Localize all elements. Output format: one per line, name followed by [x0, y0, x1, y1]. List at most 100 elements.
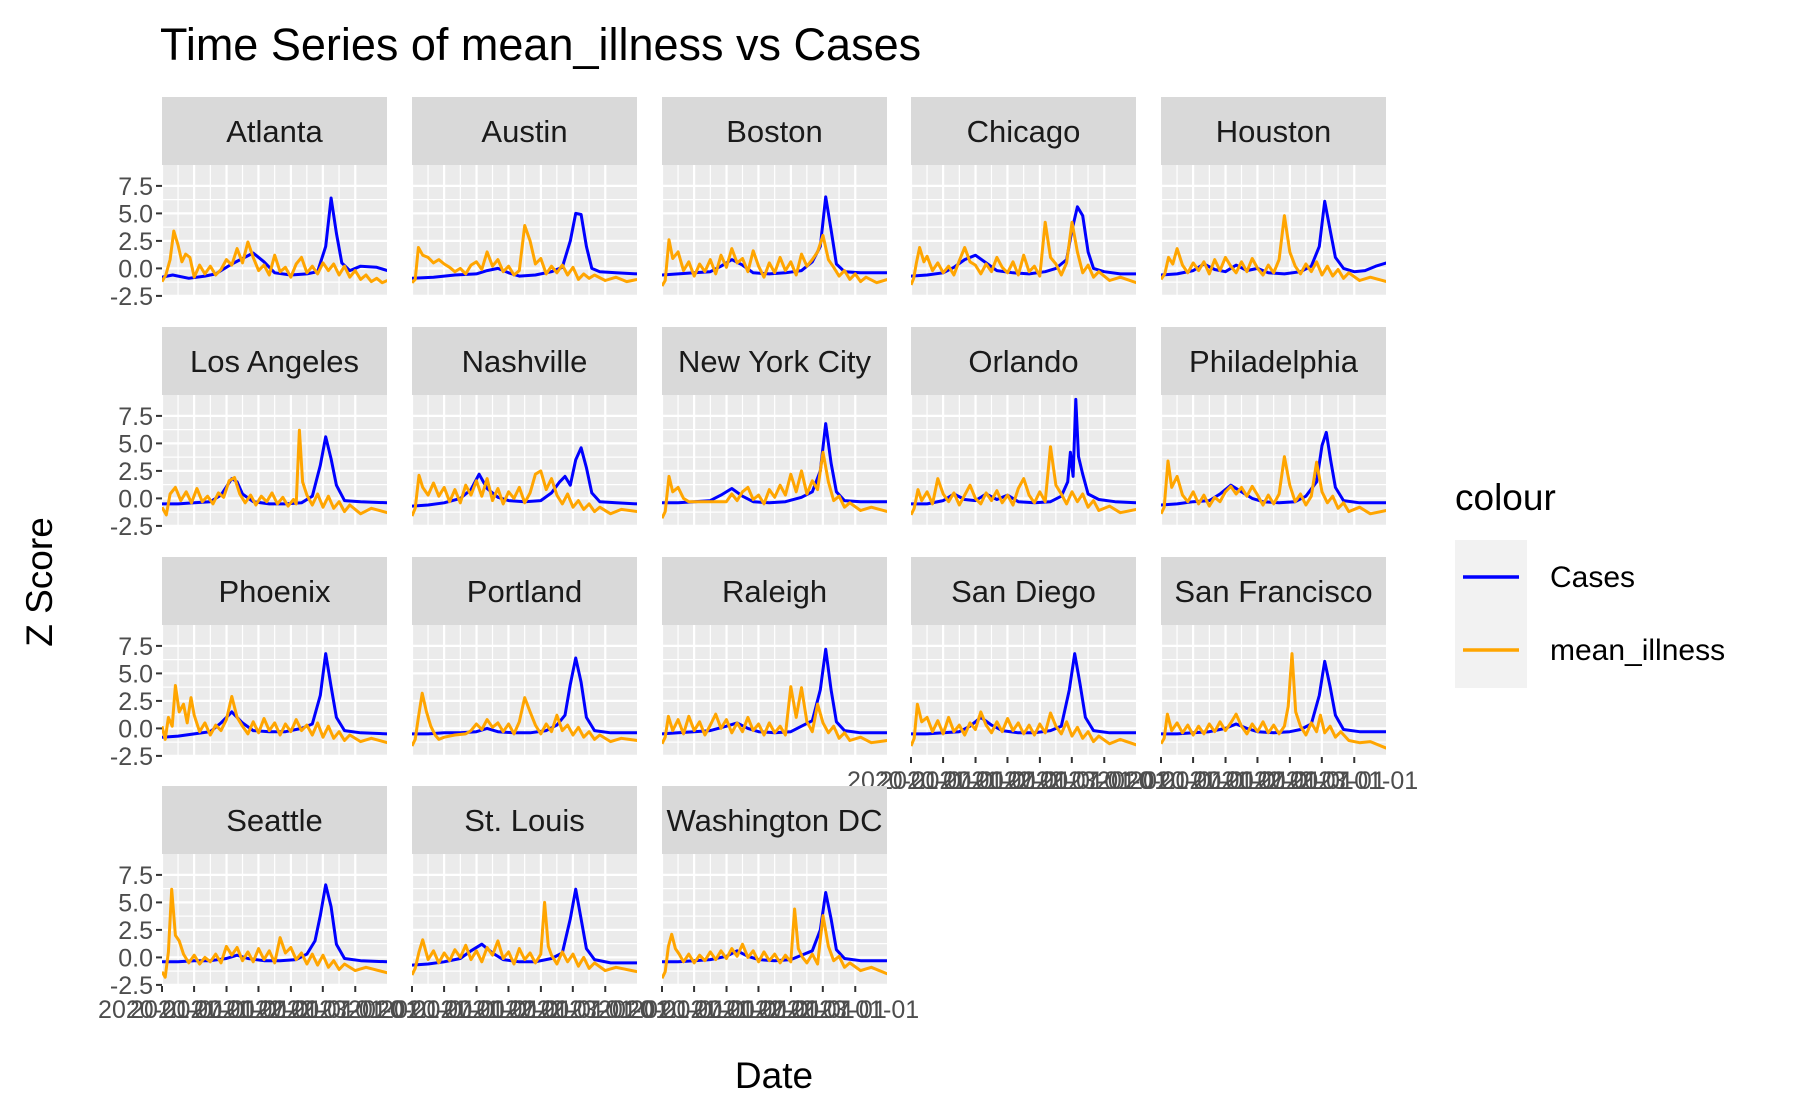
y-tick-label: -2.5 — [110, 283, 153, 311]
facet-phoenix: Phoenix -2.50.02.55.07.5 — [110, 557, 387, 771]
facet-label: Seattle — [226, 803, 323, 838]
series-line-mean-illness — [1161, 214, 1386, 284]
facet-strip — [162, 97, 387, 165]
facet-strip — [662, 327, 887, 395]
series-lines — [412, 211, 637, 284]
y-tick-label: 2.5 — [118, 917, 153, 945]
x-tick-label: 2022-01-01 — [1226, 767, 1354, 795]
series-lines — [911, 652, 1136, 747]
facet-strip — [911, 97, 1136, 165]
facet-nashville: Nashville — [410, 327, 637, 528]
facet-austin: Austin — [410, 97, 637, 297]
series-line-mean-illness — [162, 887, 387, 979]
series-line-cases — [1161, 199, 1386, 277]
facet-portland: Portland — [410, 557, 637, 758]
series-lines — [662, 647, 887, 745]
series-lines — [1161, 430, 1386, 516]
facet-st-louis: St. Louis 2020-01-012020-07-012021-01-012… — [348, 786, 669, 1024]
facet-label: Chicago — [967, 114, 1081, 149]
series-line-cases — [662, 647, 887, 736]
chart-title: Time Series of mean_illness vs Cases — [160, 19, 921, 70]
facet-atlanta: Atlanta -2.50.02.55.07.5 — [110, 97, 387, 311]
series-lines — [911, 205, 1136, 286]
x-tick-label: 2021-01-01 — [1162, 767, 1290, 795]
series-line-mean-illness — [1161, 652, 1386, 750]
facet-label: San Francisco — [1174, 574, 1372, 609]
x-tick-label: 2021-07-01 — [1194, 767, 1322, 795]
y-tick-label: 2.5 — [118, 688, 153, 716]
y-tick-label: 5.0 — [118, 200, 153, 228]
series-line-mean-illness — [1161, 455, 1386, 516]
y-tick-label: -2.5 — [110, 972, 153, 1000]
facet-strip — [1161, 97, 1386, 165]
legend-label-mean-illness: mean_illness — [1550, 634, 1725, 667]
series-lines — [162, 428, 387, 517]
facet-new-york-city: New York City — [660, 327, 887, 528]
series-line-mean-illness — [412, 469, 637, 517]
facet-label: Boston — [726, 114, 823, 149]
y-axis-title: Z Score — [19, 517, 60, 647]
facet-label: New York City — [678, 344, 871, 379]
y-tick-label: 2.5 — [118, 228, 153, 256]
facet-label: San Diego — [951, 574, 1096, 609]
facet-label: Austin — [481, 114, 567, 149]
series-line-cases — [1161, 430, 1386, 507]
x-tick-label: 2021-07-01 — [695, 996, 823, 1024]
series-line-mean-illness — [162, 684, 387, 745]
x-tick-label: 2020-07-01 — [879, 767, 1007, 795]
series-lines — [162, 883, 387, 979]
facet-washington-dc: Washington DC 2020-01-012020-07-012021-01… — [598, 786, 919, 1024]
facet-san-diego: San Diego2020-01-012020-07-012021-01-012… — [847, 557, 1168, 795]
facet-label: Nashville — [462, 344, 588, 379]
facet-strip — [162, 327, 387, 395]
facet-label: Washington DC — [667, 803, 883, 838]
facet-philadelphia: Philadelphia — [1159, 327, 1386, 528]
x-tick-label: 2021-07-01 — [445, 996, 573, 1024]
x-tick-label: 2022-01-01 — [477, 996, 605, 1024]
series-lines — [1161, 199, 1386, 284]
y-tick-label: 0.0 — [118, 715, 153, 743]
x-tick-label: 2020-01-01 — [348, 996, 476, 1024]
x-tick-label: 2023-01-01 — [1040, 767, 1168, 795]
series-lines — [662, 422, 887, 519]
y-tick-label: 7.5 — [118, 173, 153, 201]
x-axis-title: Date — [735, 1055, 813, 1096]
facet-label: Phoenix — [218, 574, 331, 609]
facet-label: Houston — [1216, 114, 1331, 149]
y-tick-label: 7.5 — [118, 403, 153, 431]
x-tick-label: 2022-07-01 — [259, 996, 387, 1024]
x-tick-label: 2022-07-01 — [1008, 767, 1136, 795]
series-line-cases — [911, 397, 1136, 506]
facet-seattle: Seattle -2.50.02.55.07.5 2020-01-012020-07… — [98, 786, 419, 1024]
series-lines — [412, 656, 637, 747]
facet-label: Philadelphia — [1189, 344, 1359, 379]
y-tick-label: 7.5 — [118, 633, 153, 661]
y-tick-label: 0.0 — [118, 944, 153, 972]
legend: colour Cases mean_illness — [1455, 477, 1725, 688]
series-line-mean-illness — [412, 900, 637, 976]
facet-chicago: Chicago — [909, 97, 1136, 297]
facet-strip — [412, 786, 637, 854]
series-line-mean-illness — [162, 428, 387, 517]
series-line-mean-illness — [412, 224, 637, 284]
facet-orlando: Orlando — [909, 327, 1136, 528]
facet-strip — [911, 557, 1136, 625]
facet-los-angeles: Los Angeles -2.50.02.55.07.5 — [110, 327, 387, 541]
series-line-mean-illness — [412, 691, 637, 747]
facet-label: Orlando — [968, 344, 1078, 379]
x-tick-label: 2022-07-01 — [759, 996, 887, 1024]
x-tick-label: 2020-07-01 — [630, 996, 758, 1024]
y-tick-label: 0.0 — [118, 485, 153, 513]
x-tick-label: 2020-07-01 — [380, 996, 508, 1024]
series-line-mean-illness — [162, 229, 387, 285]
x-tick-label: 2022-01-01 — [227, 996, 355, 1024]
x-tick-label: 2021-07-01 — [944, 767, 1072, 795]
x-tick-label: 2023-01-01 — [791, 996, 919, 1024]
series-lines — [412, 446, 637, 517]
series-line-cases — [412, 211, 637, 280]
x-tick-label: 2020-01-01 — [98, 996, 226, 1024]
x-tick-label: 2023-01-01 — [541, 996, 669, 1024]
x-tick-label: 2022-01-01 — [976, 767, 1104, 795]
facet-panels: Atlanta-2.50.02.55.07.5 Austin Boston Chica… — [98, 97, 1418, 1024]
facet-strip — [162, 786, 387, 854]
